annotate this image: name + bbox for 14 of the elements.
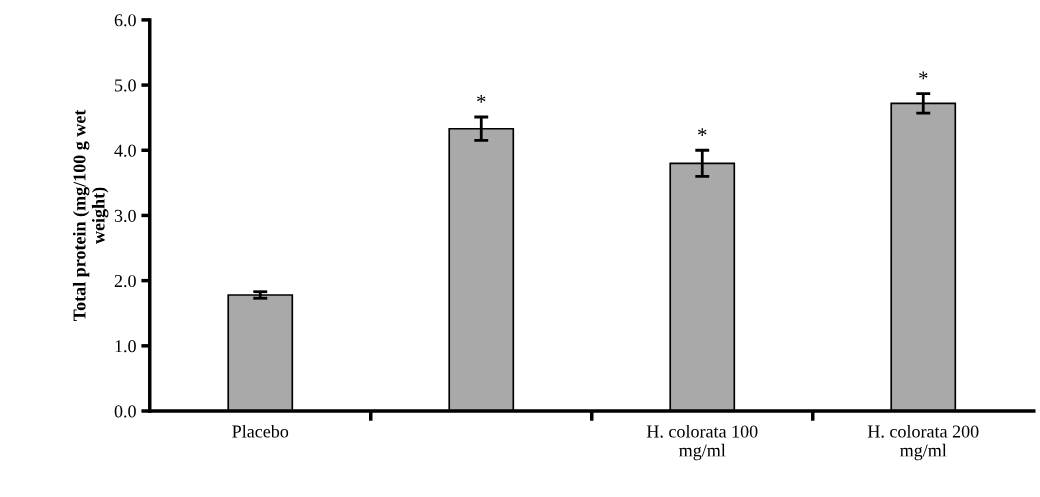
y-tick-label: 0.0 <box>114 405 136 418</box>
x-tick-label: Placebo <box>232 424 289 438</box>
y-tick-label: 2.0 <box>114 274 136 288</box>
x-tick-label: H. colorata 200 mg/ml <box>867 424 979 461</box>
data-label: * <box>477 95 486 103</box>
y-tick-label: 3.0 <box>114 209 136 222</box>
y-tick-label: 6.0 <box>114 14 136 27</box>
data-label: * <box>698 128 707 136</box>
y-tick-label: 4.0 <box>114 144 136 157</box>
data-label: * <box>919 71 928 80</box>
y-tick-label: 1.0 <box>115 340 136 353</box>
y-axis-title: Total protein (mg/100 g wet weight) <box>72 109 109 321</box>
x-tick-label: H. colorata 100 mg/ml <box>646 424 758 461</box>
y-tick-label: 5.0 <box>115 79 136 92</box>
